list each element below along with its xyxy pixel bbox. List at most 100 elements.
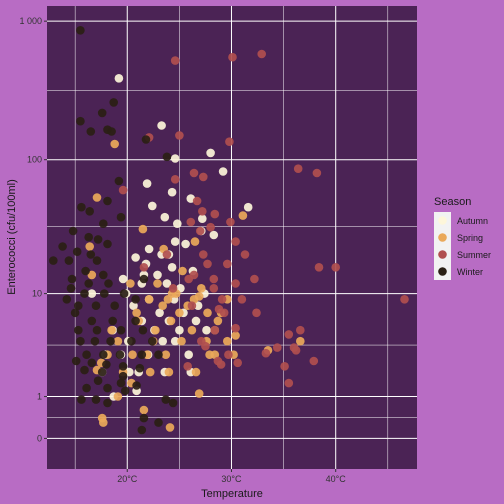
data-point-summer bbox=[206, 222, 215, 232]
data-point-summer bbox=[118, 185, 128, 195]
data-point-winter bbox=[127, 336, 136, 346]
data-point-summer bbox=[257, 49, 267, 59]
data-point-winter bbox=[82, 350, 91, 360]
data-point-spring bbox=[92, 193, 102, 202]
y-tick-label: 100 bbox=[27, 155, 42, 165]
data-point-spring bbox=[107, 325, 116, 335]
data-point-spring bbox=[165, 423, 175, 432]
data-point-spring bbox=[238, 211, 248, 220]
data-point-winter bbox=[97, 108, 107, 118]
data-point-winter bbox=[103, 239, 112, 249]
data-point-summer bbox=[209, 284, 219, 293]
data-point-summer bbox=[231, 323, 240, 333]
data-point-autumn bbox=[170, 154, 180, 163]
data-point-summer bbox=[228, 52, 237, 62]
data-point-winter bbox=[91, 395, 101, 404]
data-point-winter bbox=[90, 336, 100, 346]
data-point-spring bbox=[164, 367, 174, 377]
data-point-summer bbox=[293, 164, 303, 173]
data-point-autumn bbox=[114, 74, 124, 83]
data-point-summer bbox=[187, 301, 197, 311]
data-point-autumn bbox=[184, 350, 193, 360]
data-point-autumn bbox=[218, 167, 228, 176]
data-point-winter bbox=[87, 316, 97, 326]
data-point-winter bbox=[86, 127, 96, 136]
data-point-autumn bbox=[209, 230, 219, 240]
y-axis: 0 1 10 100 1 000 bbox=[19, 16, 47, 443]
data-point-summer bbox=[314, 263, 324, 272]
data-point-autumn bbox=[118, 274, 128, 284]
data-point-winter bbox=[76, 26, 85, 35]
data-point-autumn bbox=[157, 121, 166, 130]
data-point-spring bbox=[205, 350, 214, 360]
data-point-winter bbox=[71, 356, 81, 366]
data-point-winter bbox=[135, 363, 145, 373]
data-point-spring bbox=[139, 405, 149, 415]
data-point-winter bbox=[58, 242, 67, 251]
data-point-winter bbox=[141, 135, 151, 144]
data-point-summer bbox=[231, 279, 240, 288]
data-point-summer bbox=[162, 250, 172, 259]
data-point-winter bbox=[137, 425, 147, 435]
data-point-winter bbox=[99, 350, 108, 360]
data-point-winter bbox=[103, 383, 112, 393]
data-point-summer bbox=[231, 237, 240, 246]
data-point-winter bbox=[80, 365, 89, 375]
legend-label: Autumn bbox=[457, 216, 488, 226]
data-point-spring bbox=[158, 301, 167, 311]
data-point-winter bbox=[161, 395, 171, 404]
data-point-autumn bbox=[175, 325, 184, 335]
data-point-spring bbox=[213, 316, 223, 326]
data-point-winter bbox=[116, 325, 126, 335]
data-point-winter bbox=[118, 371, 128, 381]
data-point-winter bbox=[119, 289, 129, 298]
data-point-spring bbox=[153, 279, 162, 288]
data-point-summer bbox=[240, 250, 250, 259]
data-point-spring bbox=[223, 336, 232, 346]
x-axis: 20°C 30°C 40°C bbox=[117, 469, 346, 484]
data-point-summer bbox=[139, 263, 149, 272]
data-point-summer bbox=[201, 341, 210, 351]
data-points bbox=[49, 26, 409, 435]
data-point-winter bbox=[148, 336, 157, 346]
data-point-winter bbox=[87, 358, 97, 368]
data-point-winter bbox=[74, 325, 83, 335]
data-point-summer bbox=[168, 284, 178, 293]
data-point-spring bbox=[197, 284, 206, 293]
data-point-spring bbox=[87, 270, 97, 280]
data-point-spring bbox=[177, 336, 186, 346]
data-point-winter bbox=[138, 325, 148, 335]
y-axis-label: Enterococci (cfu/100ml) bbox=[6, 179, 18, 295]
data-point-winter bbox=[154, 418, 163, 427]
data-point-winter bbox=[97, 367, 107, 377]
data-point-autumn bbox=[131, 253, 140, 262]
data-point-autumn bbox=[191, 316, 201, 326]
data-point-winter bbox=[107, 127, 116, 136]
data-point-winter bbox=[99, 219, 108, 228]
data-point-autumn bbox=[193, 301, 203, 311]
data-point-summer bbox=[198, 207, 207, 216]
data-point-winter bbox=[110, 301, 119, 311]
data-point-spring bbox=[231, 331, 240, 340]
data-point-summer bbox=[199, 172, 208, 182]
data-point-spring bbox=[190, 237, 200, 246]
data-point-winter bbox=[84, 232, 93, 242]
data-point-spring bbox=[85, 242, 94, 251]
data-point-summer bbox=[252, 308, 261, 318]
data-point-spring bbox=[191, 367, 201, 377]
data-point-winter bbox=[49, 256, 58, 265]
data-point-summer bbox=[170, 56, 180, 65]
data-point-winter bbox=[92, 256, 102, 265]
data-point-summer bbox=[331, 263, 341, 272]
data-point-summer bbox=[184, 274, 193, 284]
legend-label: Spring bbox=[457, 233, 483, 243]
data-point-summer bbox=[217, 295, 227, 304]
data-point-autumn bbox=[160, 212, 170, 222]
data-point-winter bbox=[114, 176, 124, 186]
data-point-winter bbox=[84, 279, 93, 288]
data-point-spring bbox=[175, 308, 184, 318]
data-point-winter bbox=[81, 266, 90, 276]
data-point-summer bbox=[250, 274, 259, 284]
data-point-summer bbox=[225, 137, 234, 146]
